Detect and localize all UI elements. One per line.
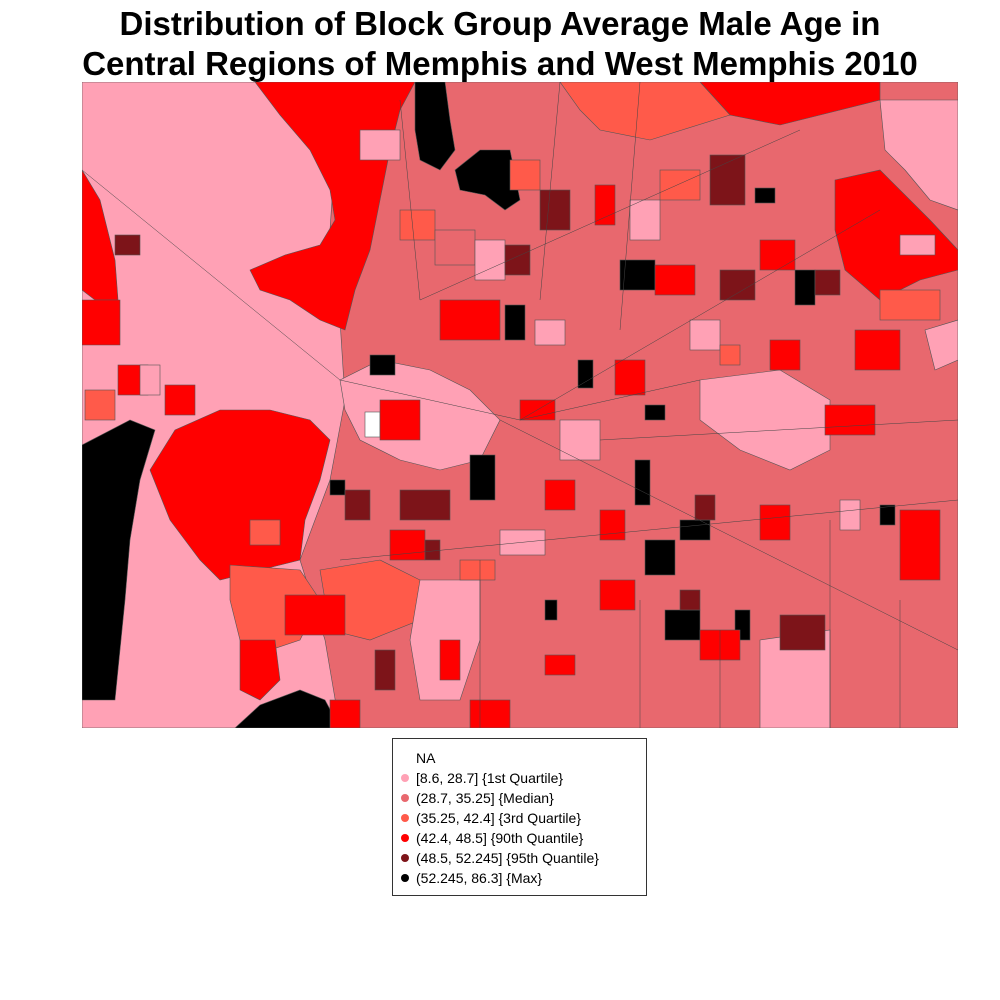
block-group-cells [84,129,941,728]
legend-label: NA [416,750,436,766]
legend-label: (28.7, 35.25] {Median} [416,790,554,806]
region-south-black [234,689,341,728]
map-title-line-1: Distribution of Block Group Average Male… [119,5,881,42]
legend-label: (35.25, 42.4] {3rd Quartile} [416,810,581,826]
region-e-red [834,169,958,301]
map-title-line-2: Central Regions of Memphis and West Memp… [82,45,918,82]
legend-swatch-median [401,794,409,802]
region-north-black [414,82,456,171]
legend-label: [8.6, 28.7] {1st Quartile} [416,770,564,786]
legend-item-95th-quantile: (48.5, 52.245] {95th Quantile} [401,848,599,868]
legend-swatch-3rd-quartile [401,814,409,822]
block-group-borders [82,82,958,728]
legend-item-max: (52.245, 86.3] {Max} [401,868,542,888]
map-title: Distribution of Block Group Average Male… [0,4,1000,84]
region-e-q1-big [699,369,831,471]
legend-swatch-max [401,874,409,882]
region-ne-q3-band [559,82,731,141]
map-legend: NA [8.6, 28.7] {1st Quartile} (28.7, 35.… [392,738,647,896]
legend-swatch-1st-quartile [401,774,409,782]
region-west-black [82,419,156,701]
legend-item-na: NA [401,748,435,768]
region-south-red [239,639,281,701]
legend-label: (48.5, 52.245] {95th Quantile} [416,850,599,866]
legend-swatch-90th-quantile [401,834,409,842]
legend-item-median: (28.7, 35.25] {Median} [401,788,554,808]
legend-item-3rd-quartile: (35.25, 42.4] {3rd Quartile} [401,808,581,828]
region-ne-q1 [879,99,958,211]
region-e-q1 [924,319,958,371]
region-west-red-2 [82,299,121,346]
legend-label: (52.245, 86.3] {Max} [416,870,543,886]
legend-item-1st-quartile: [8.6, 28.7] {1st Quartile} [401,768,563,788]
legend-item-90th-quantile: (42.4, 48.5] {90th Quantile} [401,828,583,848]
legend-swatch-na [401,754,409,762]
legend-swatch-95th-quantile [401,854,409,862]
region-central-red [149,409,331,581]
legend-label: (42.4, 48.5] {90th Quantile} [416,830,584,846]
region-north-black-2 [454,149,521,211]
